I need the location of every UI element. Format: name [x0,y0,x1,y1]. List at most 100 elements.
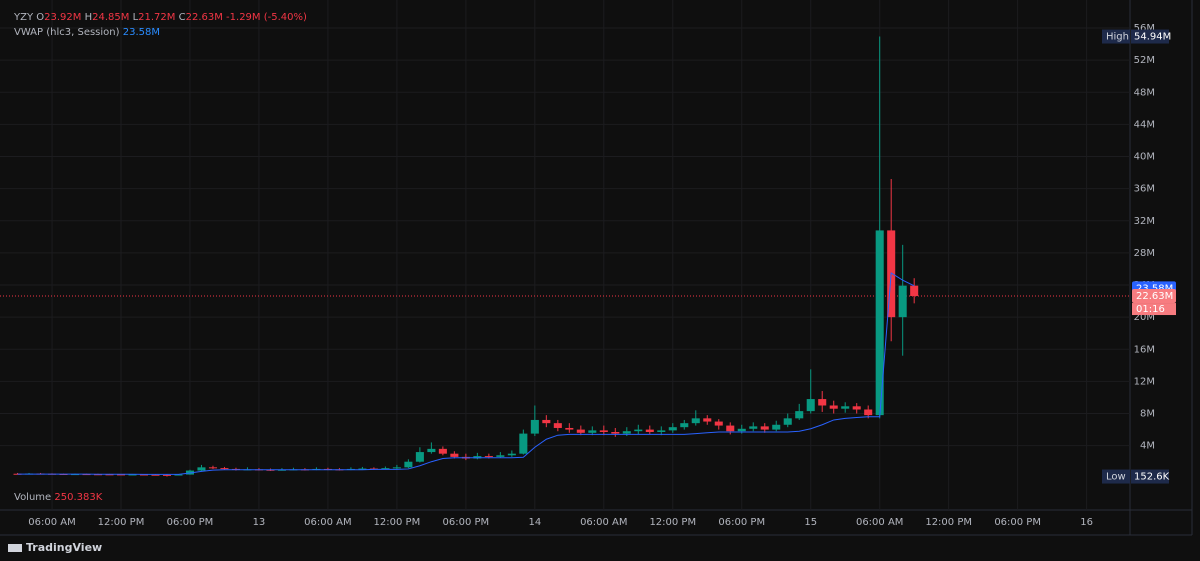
candle-body [841,406,850,409]
volume-label: Volume [14,492,52,503]
candle-body [622,431,631,434]
brand-name: TradingView [26,541,103,554]
current-tag-label: 22.63M [1136,291,1173,302]
y-tick-label: 52M [1134,55,1155,66]
candle-body [910,285,919,297]
low-marker-label: Low [1106,472,1126,483]
candle-body [507,453,516,456]
x-tick-label: 13 [253,517,266,528]
candle-body [496,455,505,457]
current-tag [1132,289,1176,304]
candle-body [875,230,884,416]
low-label: L [132,12,139,23]
high-marker-value: 54.94M [1134,32,1171,43]
candle-body [737,428,746,432]
candle-body [760,426,769,430]
y-tick-label: 16M [1134,344,1155,355]
brand: TradingView [8,541,102,554]
x-tick-label: 12:00 PM [98,517,145,528]
candle-body [714,421,723,426]
candle-body [680,423,689,428]
y-tick-label: 44M [1134,119,1155,130]
high-marker-bg [1131,29,1169,44]
y-tick-label: 56M [1134,23,1155,34]
candle-body [542,419,551,424]
y-tick-label: 48M [1134,87,1155,98]
y-tick-label: 36M [1134,184,1155,195]
candle-body [668,427,677,431]
change-value: -1.29M (-5.40%) [226,12,307,23]
x-tick-label: 06:00 PM [167,517,214,528]
x-tick-label: 12:00 PM [925,517,972,528]
high-value: 24.85M [92,12,130,23]
candle-body [852,406,861,410]
candle-body [634,429,643,432]
y-tick-label: 8M [1140,409,1155,420]
vwap-line [17,272,915,475]
x-tick-label: 15 [804,517,817,528]
y-tick-label: 40M [1134,152,1155,163]
candle-body [116,474,126,476]
close-value: 22.63M [185,12,223,23]
candle-body [174,474,183,476]
symbol: YZY [14,12,34,23]
candle-body [530,419,539,434]
open-label: O [36,12,45,23]
ohlc-legend: YZY O23.92M H24.85M L21.72M C22.63M -1.2… [14,12,307,23]
candle-body [818,399,827,406]
candle-body [553,423,562,428]
candle-body [749,426,758,429]
high-marker-label: High [1106,32,1129,43]
x-tick-label: 06:00 PM [443,517,490,528]
candle-body [197,467,206,471]
x-tick-label: 06:00 AM [580,517,627,528]
x-tick-label: 06:00 AM [28,517,75,528]
candle-body [105,474,114,476]
brand-logo [8,544,22,552]
candle-body [599,430,608,432]
y-tick-label: 12M [1134,376,1155,387]
candle-body [588,430,597,433]
candle-body [611,431,620,434]
vwap-legend: VWAP (hlc3, Session) 23.58M [14,27,160,38]
x-tick-label: 14 [528,517,541,528]
candle-body [645,429,654,432]
candle-body [565,427,574,430]
candle-body [691,418,700,424]
candle-body [450,453,459,457]
candle-body [657,430,666,432]
volume-legend: Volume 250.383K [14,492,102,503]
candle-body [151,474,160,476]
candle-body [795,411,804,419]
open-value: 23.92M [44,12,82,23]
candle-body [415,452,424,462]
close-label: C [178,12,186,23]
candle-body [484,456,493,458]
low-marker-value: 152.6K [1134,472,1170,483]
candle-body [208,467,217,469]
candle-body [783,418,792,425]
x-tick-label: 12:00 PM [374,517,421,528]
countdown-bg [1132,303,1176,316]
y-tick-label: 4M [1140,441,1155,452]
candle-body [162,474,172,476]
candle-body [864,409,873,416]
candle-body [392,467,401,469]
y-tick-label: 20M [1134,312,1155,323]
candle-body [519,433,528,454]
candle-body [438,448,447,454]
high-marker-label-bg [1102,29,1130,44]
vwap-name: VWAP (hlc3, Session) [14,27,120,38]
candle-body [139,474,149,476]
y-tick-label: 32M [1134,216,1155,227]
candle-body [806,399,815,412]
candle-body [898,285,907,318]
x-tick-label: 16 [1080,517,1093,528]
candle-body [220,468,229,470]
vwap-value: 23.58M [122,27,160,38]
candle-body [427,448,436,453]
low-marker-bg [1131,469,1169,484]
